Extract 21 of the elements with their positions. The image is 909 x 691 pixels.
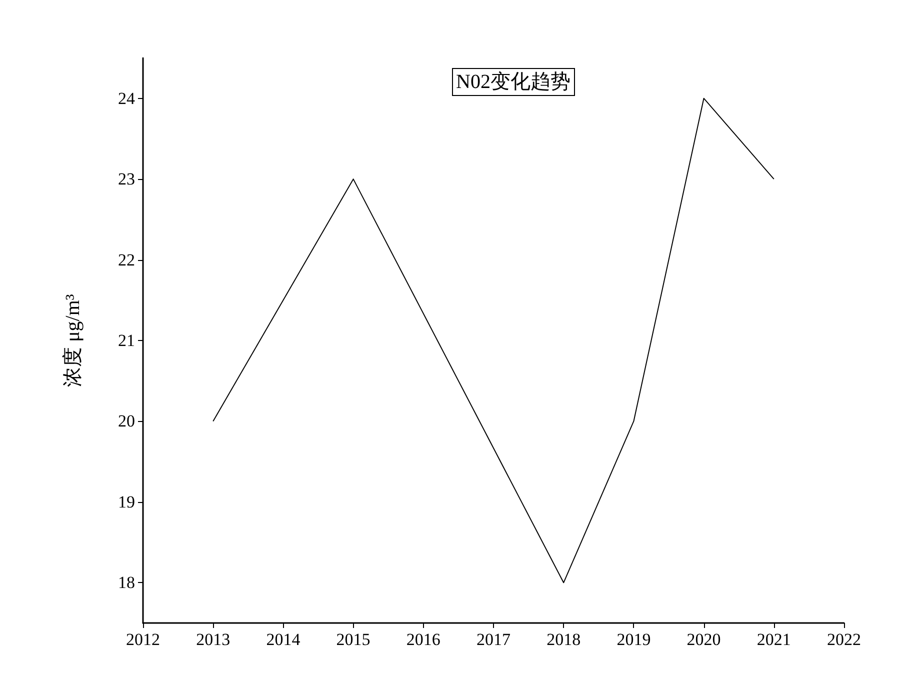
- x-tick-label: 2022: [827, 630, 861, 649]
- x-tick-label: 2019: [616, 630, 651, 649]
- y-tick-label: 23: [118, 170, 135, 189]
- y-tick-label: 24: [118, 88, 136, 108]
- x-tick-label: 2014: [266, 630, 301, 649]
- x-tick-label: 2018: [546, 630, 581, 649]
- x-tick-label: 2013: [196, 630, 230, 649]
- text: N02变化趋势: [456, 71, 570, 93]
- x-tick-label: 2017: [476, 630, 511, 649]
- y-tick-label: 18: [118, 573, 135, 592]
- x-tick-label: 2015: [336, 630, 370, 649]
- x-tick-label: 2016: [406, 630, 440, 649]
- line-series: [212, 98, 774, 584]
- y-axis-title: 浓度 μg/m³: [62, 294, 84, 387]
- y-tick-label: 21: [118, 331, 135, 350]
- y-tick-label: 20: [118, 412, 135, 431]
- y-tick-label: 22: [118, 250, 135, 270]
- y-tick-label: 19: [118, 492, 135, 512]
- x-tick-label: 2020: [686, 630, 721, 649]
- x-tick-label: 2021: [756, 630, 791, 649]
- x-tick-label: 2012: [126, 630, 160, 649]
